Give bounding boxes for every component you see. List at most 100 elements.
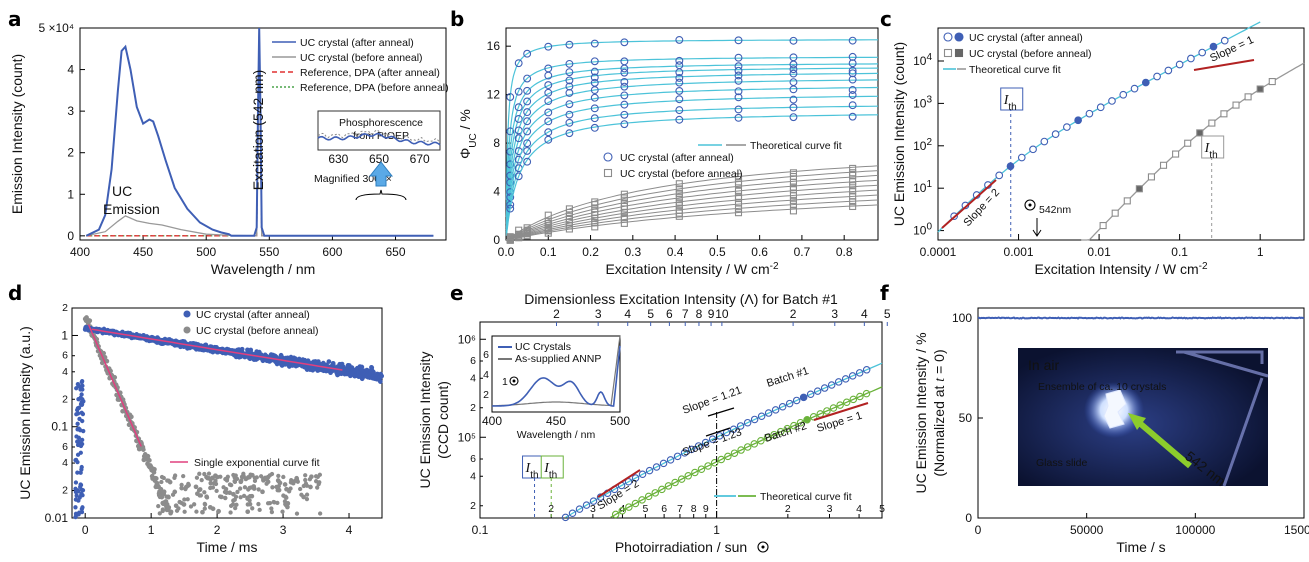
crystal-ensemble-icon (1103, 389, 1127, 429)
data-point-before (281, 493, 286, 498)
top-axis-label: Dimensionless Excitation Intensity (Λ) f… (524, 291, 838, 307)
data-point-before (199, 477, 204, 483)
ith-box-batch2 (540, 455, 564, 479)
data-point-before (258, 474, 264, 479)
data-point-batch1 (813, 387, 822, 395)
data-point-after (523, 139, 532, 148)
data-point-before (789, 200, 798, 208)
data-point-before (157, 494, 163, 500)
top-tick-label: 10 (715, 307, 729, 321)
y-axis-label: ΦUC / % (457, 109, 479, 159)
x-tick-label: 0.1 (1171, 245, 1188, 259)
data-point-batch1 (785, 399, 794, 408)
data-point-before (282, 499, 288, 504)
top-tick-label: 9 (708, 307, 715, 321)
inset-legend-entry: As-supplied ANNP (515, 353, 601, 365)
data-point-after (565, 88, 574, 97)
data-point-batch2 (829, 404, 838, 412)
data-point-before (849, 182, 857, 190)
x-minor-label: 5 (642, 503, 648, 515)
data-point-batch1 (729, 425, 738, 433)
data-point-batch1 (841, 375, 850, 383)
ith-label-after: Ith (1003, 93, 1017, 113)
data-point-before (204, 495, 210, 500)
data-point-noise (80, 418, 85, 424)
x-tick-label: 400 (70, 245, 90, 259)
data-point-after (378, 379, 383, 384)
data-point-batch1 (757, 412, 766, 420)
down-arrow-icon (1032, 218, 1042, 237)
data-point-after (590, 123, 599, 132)
data-point-before (238, 495, 243, 500)
data-point-before (317, 511, 323, 516)
panel-e-frame (479, 321, 883, 519)
y-axis-label: UC Emission Intensity / % (913, 332, 929, 493)
data-point-batch2 (836, 401, 844, 409)
data-point-before (734, 209, 743, 217)
data-point-after (848, 86, 857, 94)
data-point-after (544, 108, 553, 117)
data-point-batch1 (694, 442, 703, 450)
y-minor-label: 6 (62, 350, 68, 362)
data-point-before (313, 474, 319, 479)
glass-slide-edges (1176, 350, 1269, 487)
panel-b-frame (505, 27, 879, 241)
data-point-after (620, 82, 629, 91)
data-point-before (205, 476, 210, 481)
data-point-after (1029, 145, 1037, 154)
legend-entry: Theoretical curve fit (760, 491, 852, 503)
data-point-before (301, 483, 306, 489)
x-axis-label: Wavelength / nm (211, 261, 316, 277)
sun-symbol-dot (512, 379, 516, 383)
x-tick-label: 3 (280, 523, 287, 537)
data-point-before (153, 476, 159, 481)
data-point-batch1 (736, 422, 745, 430)
data-point-after (565, 118, 574, 127)
data-point-before (591, 223, 599, 231)
data-point-batch2 (809, 413, 818, 421)
x-tick-label: 0.5 (709, 245, 726, 259)
top-tick-label: 8 (696, 307, 703, 321)
data-point-after (734, 87, 743, 96)
data-point-before (141, 447, 146, 452)
data-point-before (173, 503, 179, 509)
data-point-after (514, 59, 523, 68)
data-point-noise (81, 428, 86, 434)
x-minor-label: 4 (856, 503, 862, 515)
data-point-before (620, 219, 628, 227)
data-point-before (166, 494, 171, 499)
y-tick-label: 16 (487, 39, 501, 53)
data-point-after (789, 36, 798, 45)
data-point-before (224, 478, 230, 483)
data-point-before (208, 480, 214, 486)
data-point-batch2 (651, 489, 660, 497)
data-point-after (506, 93, 515, 101)
data-point-before (165, 502, 170, 507)
panel-f-frame (977, 307, 1305, 519)
data-point-noise (73, 497, 79, 502)
data-point-batch1 (687, 445, 696, 454)
data-point-after (789, 85, 798, 94)
inset-x-tick-label: 450 (546, 414, 566, 428)
data-point-before (157, 511, 162, 516)
data-point-batch1 (806, 390, 815, 398)
data-point-before (225, 474, 230, 479)
data-point-before (734, 187, 743, 195)
data-point-before (303, 477, 308, 483)
panel-letter-f: f (880, 281, 889, 305)
y-tick-label: 3 (67, 104, 74, 118)
data-point-before (156, 503, 161, 509)
x-tick-label: 0.2 (582, 245, 599, 259)
data-point-before (270, 485, 275, 490)
data-point-before (192, 502, 197, 507)
x-axis-label: Excitation Intensity / W cm-2 (605, 261, 779, 278)
data-point-batch1 (799, 393, 808, 402)
sun-symbol-icon (509, 376, 519, 386)
data-point-after (675, 95, 684, 104)
top-tick-label: 2 (790, 307, 797, 321)
data-point-noise (78, 450, 83, 455)
laser-arrow-shaft (1134, 417, 1192, 469)
data-point-after (620, 68, 629, 77)
data-point-after (514, 172, 523, 181)
